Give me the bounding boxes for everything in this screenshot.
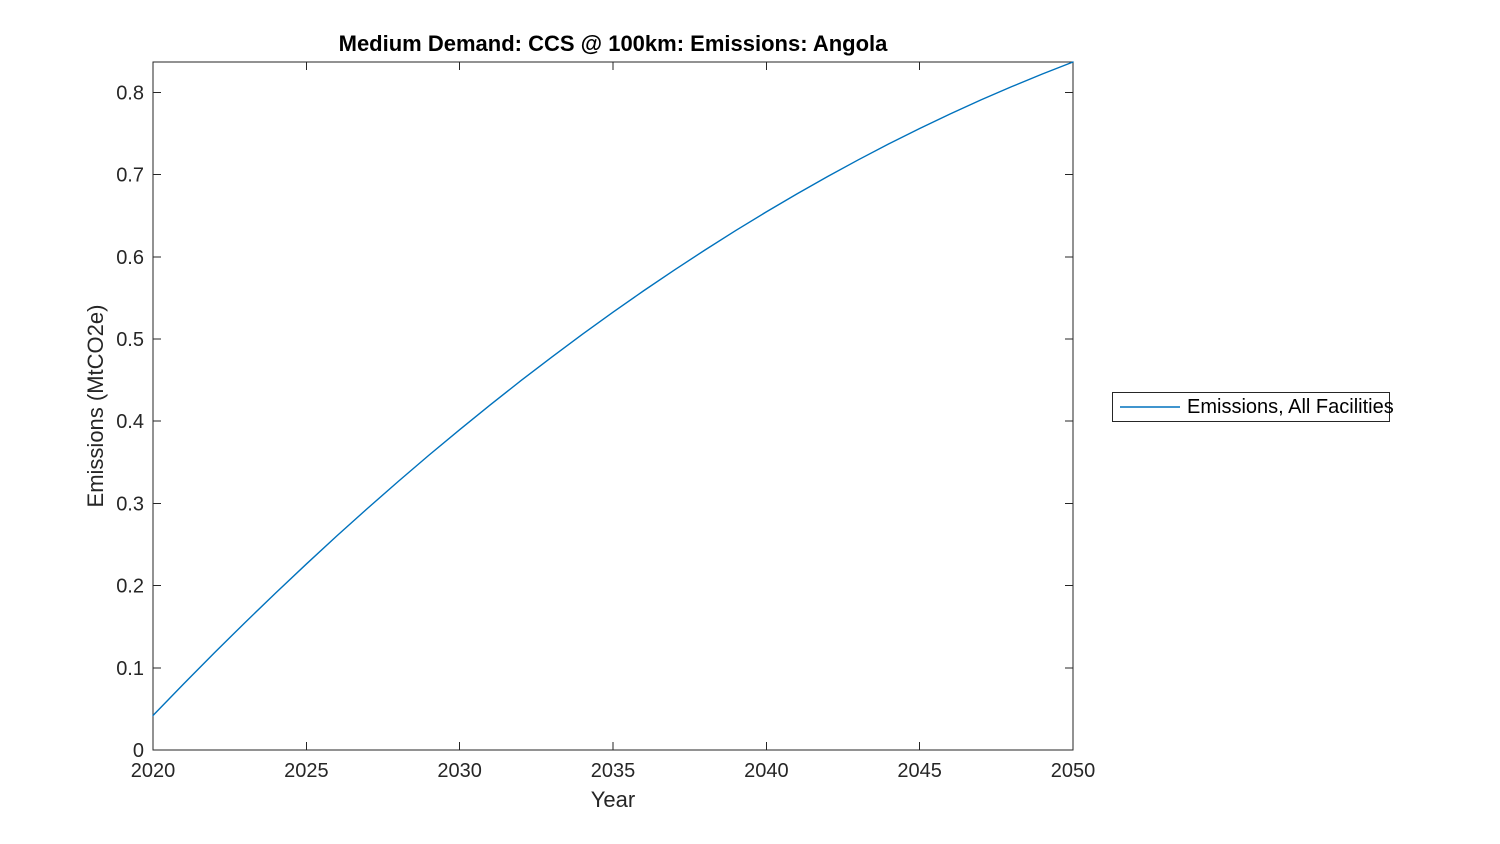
y-tick-label: 0.2	[116, 576, 144, 598]
y-tick-label: 0.3	[116, 493, 144, 515]
emissions-line	[152, 61, 1074, 717]
y-tick-label: 0.8	[116, 82, 144, 104]
x-tick-label: 2025	[284, 760, 329, 782]
legend-line-sample-icon	[1120, 406, 1180, 408]
y-axis-label: Emissions (MtCO2e)	[83, 304, 108, 508]
y-tick-label: 0.6	[116, 247, 144, 269]
x-axis-label: Year	[590, 787, 636, 812]
axis-box	[152, 61, 1074, 751]
y-tick-label: 0.1	[116, 658, 144, 680]
x-tick-label: 2040	[744, 760, 789, 782]
y-tick-label: 0.7	[116, 165, 144, 187]
legend: Emissions, All Facilities	[1112, 392, 1394, 422]
y-tick-label: 0.5	[116, 329, 144, 351]
x-tick-label: 2045	[897, 760, 942, 782]
x-tick-label: 2050	[1051, 760, 1096, 782]
chart-title: Medium Demand: CCS @ 100km: Emissions: A…	[338, 31, 888, 56]
x-tick-label: 2035	[591, 760, 636, 782]
y-tick-label: 0.4	[116, 411, 144, 433]
x-tick-label: 2020	[131, 760, 176, 782]
x-tick-label: 2030	[437, 760, 482, 782]
legend-entry-label: Emissions, All Facilities	[1187, 395, 1394, 418]
y-tick-label: 0	[133, 740, 144, 762]
